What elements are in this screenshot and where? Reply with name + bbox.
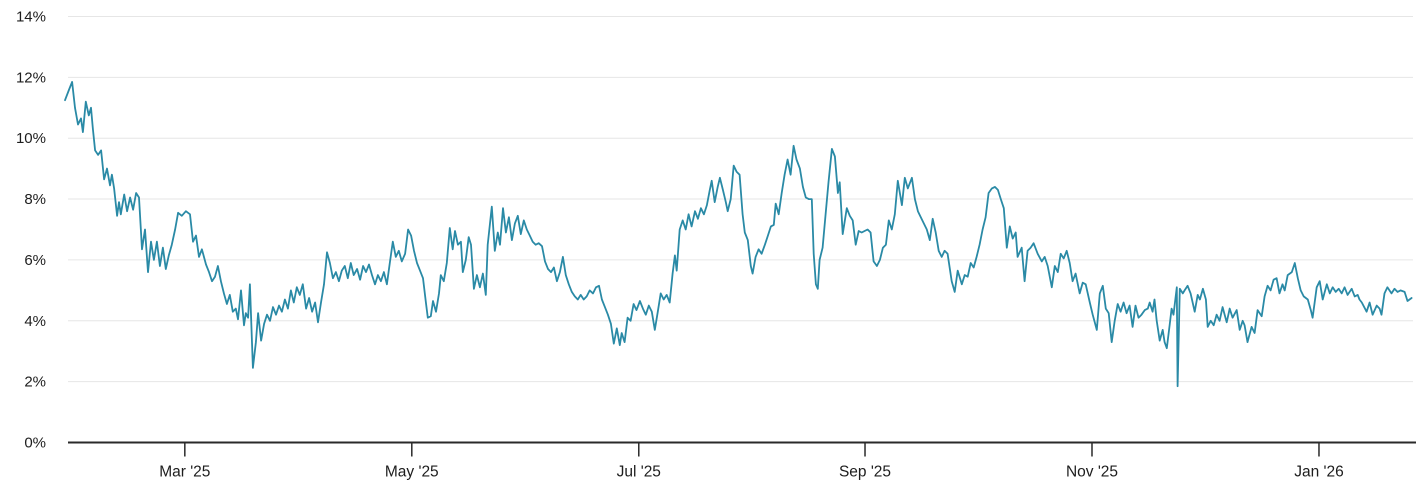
x-axis-label: Sep '25 (839, 464, 891, 481)
y-axis-label: 12% (16, 69, 46, 86)
series-line-layer (64, 81, 1413, 388)
y-axis-label: 2% (24, 374, 46, 391)
y-gridlines (68, 15, 1413, 383)
y-axis-label: 8% (24, 191, 46, 208)
x-axis-label: May '25 (385, 464, 439, 481)
x-axis-label: Jan '26 (1294, 464, 1344, 481)
y-axis-label: 10% (16, 130, 46, 147)
y-axis-label: 14% (16, 8, 46, 25)
x-axis-label: Jul '25 (617, 464, 661, 481)
x-axis-label: Mar '25 (159, 464, 210, 481)
y-axis-label: 0% (24, 435, 46, 452)
series-line (64, 81, 1413, 388)
x-axis (68, 441, 1416, 457)
y-axis-label: 4% (24, 313, 46, 330)
x-axis-label: Nov '25 (1066, 464, 1118, 481)
y-axis-label: 6% (24, 252, 46, 269)
x-axis-labels: Mar '25 May '25 Jul '25 Sep '25 Nov '25 Jan '… (159, 464, 1344, 481)
y-axis-labels: 0% 2% 4% 6% 8% 10% 12% 14% (16, 8, 46, 451)
